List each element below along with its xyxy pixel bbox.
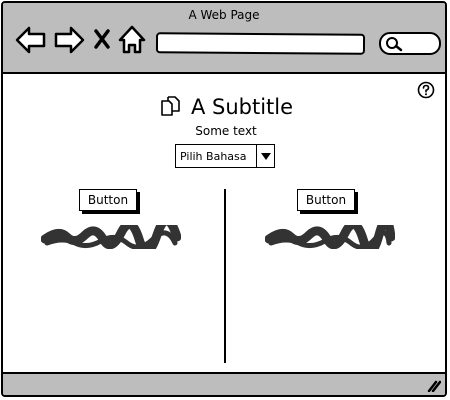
forward-arrow-icon[interactable] (53, 25, 85, 55)
language-select[interactable]: Pilih Bahasa (175, 144, 275, 168)
back-arrow-icon[interactable] (15, 25, 47, 55)
language-select-value: Pilih Bahasa (180, 149, 247, 163)
triangle-down-icon (260, 152, 271, 160)
browser-toolbar: A Web Page (3, 3, 445, 74)
window-title: A Web Page (188, 8, 260, 22)
resize-grip-icon[interactable] (427, 380, 441, 392)
right-button[interactable]: Button (297, 189, 355, 211)
left-button[interactable]: Button (79, 189, 137, 211)
subtitle-row: A Subtitle (3, 95, 445, 119)
search-field[interactable] (379, 32, 441, 55)
dropdown-button[interactable] (256, 145, 274, 167)
close-x-icon[interactable] (93, 29, 111, 49)
home-icon[interactable] (118, 25, 146, 55)
help-circle-icon[interactable] (417, 81, 435, 99)
search-icon (386, 37, 403, 52)
text-placeholder-scribble (265, 225, 395, 249)
copy-pages-icon (161, 96, 180, 116)
status-bar (3, 372, 445, 395)
body-text: Some text (195, 124, 257, 138)
text-placeholder-scribble (41, 225, 181, 249)
column-divider (224, 189, 226, 363)
url-input[interactable] (155, 32, 366, 55)
page-subtitle: A Subtitle (190, 95, 294, 119)
